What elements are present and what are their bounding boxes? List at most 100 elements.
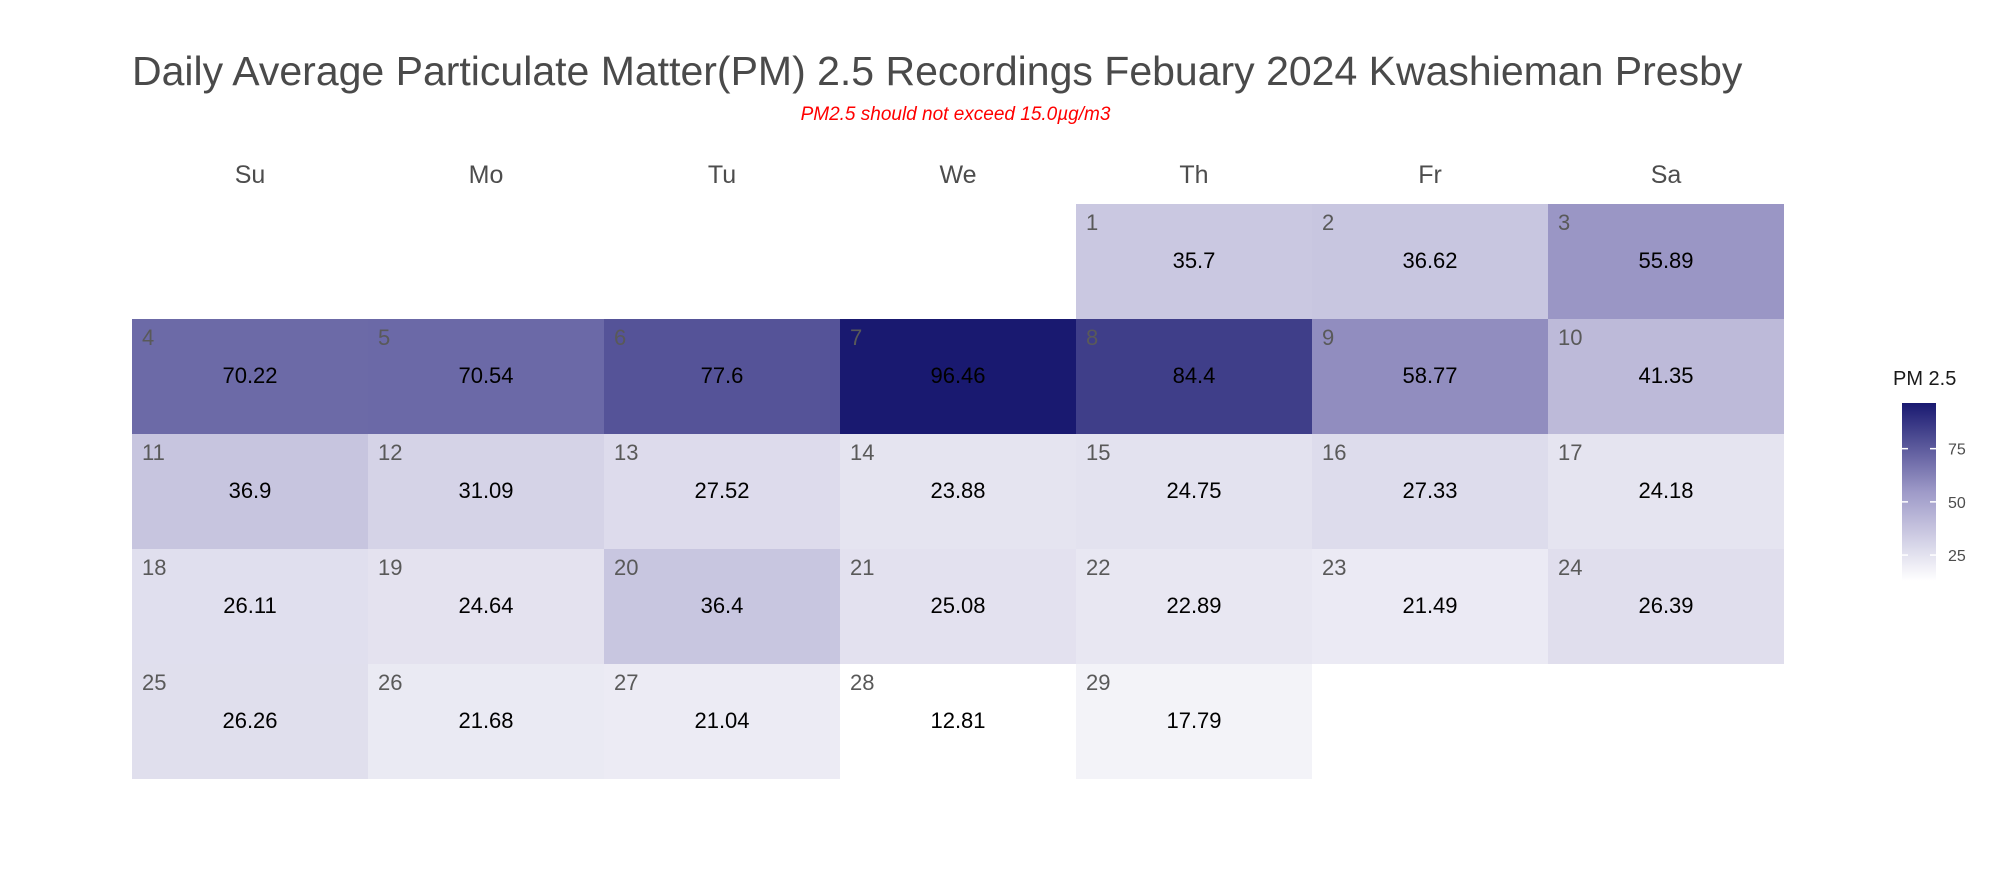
cell-fill	[132, 319, 368, 434]
value-label: 21.04	[694, 708, 749, 733]
day-number: 24	[1558, 555, 1582, 580]
day-number: 19	[378, 555, 402, 580]
calendar-cell: 11 36.9	[132, 434, 368, 549]
day-number: 20	[614, 555, 638, 580]
cell-fill	[604, 664, 840, 779]
calendar-cell: 28 12.81	[840, 664, 1076, 779]
day-number: 7	[850, 325, 862, 350]
weekday-label-fr: Fr	[1418, 161, 1442, 189]
day-number: 2	[1322, 210, 1334, 235]
weekday-label-su: Su	[235, 161, 266, 189]
day-number: 6	[614, 325, 626, 350]
cell-fill	[368, 319, 604, 434]
value-label: 77.6	[701, 363, 744, 388]
value-label: 17.79	[1166, 708, 1221, 733]
weekday-label-sa: Sa	[1651, 161, 1682, 189]
day-number: 29	[1086, 670, 1110, 695]
cell-fill	[1076, 664, 1312, 779]
weekday-label-th: Th	[1179, 161, 1208, 189]
day-number: 3	[1558, 210, 1570, 235]
value-label: 36.4	[701, 593, 744, 618]
value-label: 58.77	[1402, 363, 1457, 388]
legend-colorbar	[1902, 403, 1936, 581]
day-number: 18	[142, 555, 166, 580]
day-number: 5	[378, 325, 390, 350]
calendar-cell: 15 24.75	[1076, 434, 1312, 549]
cell-fill	[604, 319, 840, 434]
value-label: 70.22	[222, 363, 277, 388]
value-label: 27.52	[694, 478, 749, 503]
cell-fill	[840, 434, 1076, 549]
calendar-cell: 570.54	[368, 319, 604, 434]
day-number: 16	[1322, 440, 1346, 465]
day-number: 23	[1322, 555, 1346, 580]
cell-fill	[132, 664, 368, 779]
day-number: 13	[614, 440, 638, 465]
calendar-cell: 236.62	[1312, 204, 1548, 319]
day-number: 26	[378, 670, 402, 695]
calendar-cell: 18 26.11	[132, 549, 368, 664]
cell-fill	[368, 549, 604, 664]
cell-fill	[368, 434, 604, 549]
calendar-cell: 470.22	[132, 319, 368, 434]
value-label: 21.68	[458, 708, 513, 733]
day-number: 12	[378, 440, 402, 465]
value-label: 31.09	[458, 478, 513, 503]
value-label: 24.75	[1166, 478, 1221, 503]
calendar-cell: 135.7	[1076, 204, 1312, 319]
calendar-cell: 22 22.89	[1076, 549, 1312, 664]
cell-fill	[1312, 204, 1548, 319]
calendar-cell: 29 17.79	[1076, 664, 1312, 779]
value-label: 36.62	[1402, 248, 1457, 273]
value-label: 41.35	[1638, 363, 1693, 388]
day-number: 14	[850, 440, 874, 465]
value-label: 70.54	[458, 363, 513, 388]
cell-fill	[1312, 319, 1548, 434]
color-legend: 25 50 75	[1902, 403, 1966, 581]
legend-tick-label: 75	[1948, 442, 1966, 459]
calendar-cell: 10 41.35	[1548, 319, 1784, 434]
cell-fill	[1548, 434, 1784, 549]
day-number: 28	[850, 670, 874, 695]
calendar-cell: 14 23.88	[840, 434, 1076, 549]
day-number: 21	[850, 555, 874, 580]
cell-fill	[840, 549, 1076, 664]
value-label: 26.11	[223, 593, 276, 618]
cell-fill	[132, 549, 368, 664]
value-label: 27.33	[1402, 478, 1457, 503]
value-label: 24.64	[458, 593, 513, 618]
legend-tick-label: 50	[1948, 495, 1966, 512]
value-label: 84.4	[1173, 363, 1216, 388]
calendar-cell: 26 21.68	[368, 664, 604, 779]
chart-title: Daily Average Particulate Matter(PM) 2.5…	[132, 48, 1743, 94]
value-label: 55.89	[1638, 248, 1693, 273]
cell-fill	[1548, 319, 1784, 434]
calendar-cell: 958.77	[1312, 319, 1548, 434]
cell-fill	[368, 664, 604, 779]
value-label: 24.18	[1638, 478, 1693, 503]
cell-fill	[1076, 204, 1312, 319]
calendar-grid: 135.7236.62355.89470.22570.54677.6796.46…	[132, 204, 1784, 779]
calendar-cell: 21 25.08	[840, 549, 1076, 664]
day-number: 25	[142, 670, 166, 695]
cell-fill	[604, 434, 840, 549]
value-label: 22.89	[1166, 593, 1221, 618]
calendar-cell: 13 27.52	[604, 434, 840, 549]
day-number: 1	[1086, 210, 1098, 235]
calendar-cell: 884.4	[1076, 319, 1312, 434]
day-number: 11	[142, 440, 165, 465]
cell-fill	[1548, 204, 1784, 319]
cell-fill	[1076, 434, 1312, 549]
value-label: 21.49	[1402, 593, 1457, 618]
weekday-header: Su Mo Tu We Th Fr Sa	[235, 161, 1682, 189]
cell-fill	[132, 434, 368, 549]
calendar-cell: 19 24.64	[368, 549, 604, 664]
value-label: 35.7	[1173, 248, 1216, 273]
day-number: 22	[1086, 555, 1110, 580]
legend-title: PM 2.5	[1893, 368, 1957, 390]
cell-fill	[1076, 319, 1312, 434]
value-label: 36.9	[229, 478, 272, 503]
weekday-label-tu: Tu	[708, 161, 736, 189]
value-label: 23.88	[930, 478, 985, 503]
day-number: 17	[1558, 440, 1582, 465]
